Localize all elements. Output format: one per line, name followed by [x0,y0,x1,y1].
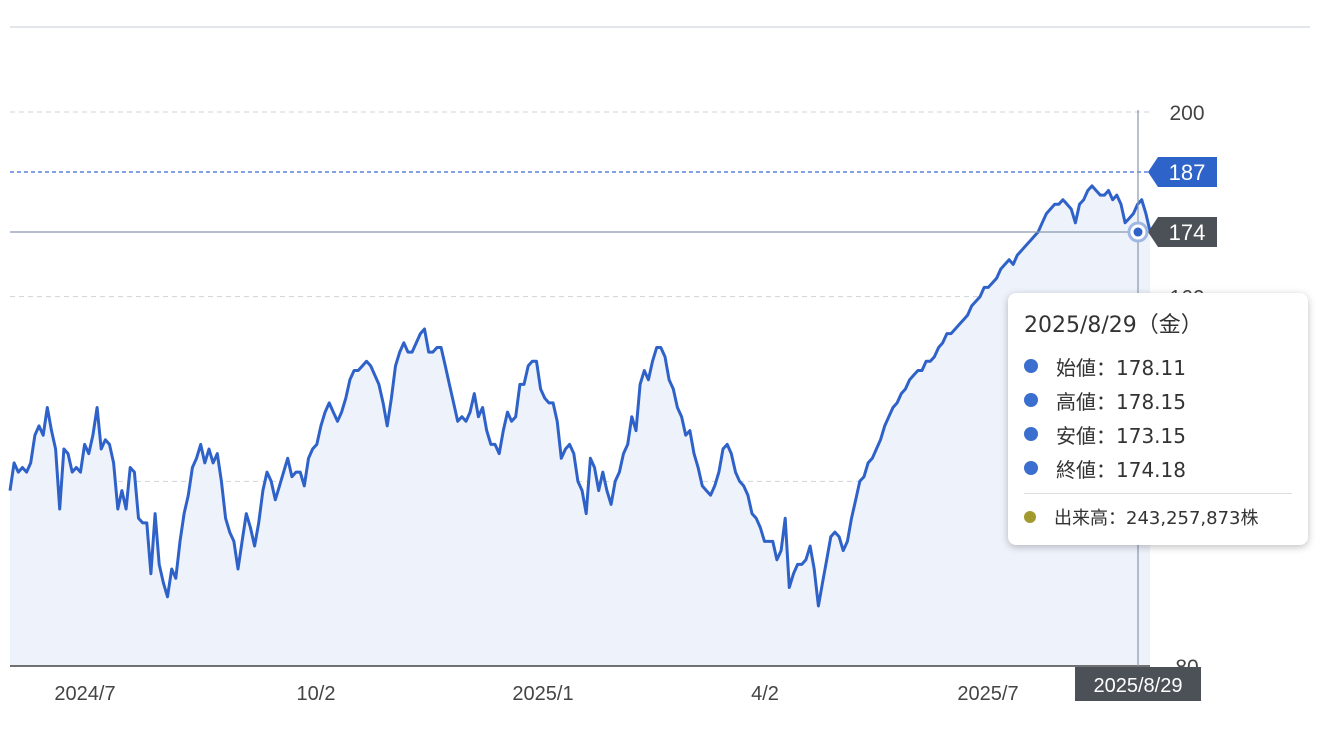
series-dot-icon [1024,427,1038,441]
series-dot-icon [1024,393,1038,407]
current-price-tag: 174 [1148,217,1217,248]
x-tick-label: 10/2 [297,683,336,705]
x-date-label: 2025/8/29 [1094,675,1183,697]
volume-dot-icon [1024,511,1036,523]
y-tick-label: 200 [1169,102,1204,125]
tooltip-date: 2025/8/29（金） [1024,313,1203,338]
series-dot-icon [1024,359,1038,373]
x-axis-ticks: 2024/7 10/2 2025/1 4/2 2025/7 [54,683,1018,705]
price-area-fill [10,185,1150,666]
x-tick-label: 2025/1 [512,683,573,705]
tooltip-volume-row: 出来高：243,257,873株 [1024,500,1292,534]
price-line [8,184,1152,608]
tooltip-close-row: 終値：174.18 [1024,451,1292,485]
tooltip-open-row: 始値：178.11 [1024,349,1292,383]
tooltip-volume: 出来高：243,257,873株 [1054,508,1259,529]
high-price-tag: 187 [1148,157,1217,188]
tooltip-close: 終値：174.18 [1056,457,1186,482]
series-dot-icon [1024,461,1038,475]
high-price-label: 187 [1169,160,1206,185]
tooltip-low: 安値：173.15 [1056,423,1186,448]
x-date-tag: 2025/8/29 [1075,667,1201,701]
tooltip-high-row: 高値：178.15 [1024,383,1292,417]
x-tick-label: 4/2 [751,683,779,705]
current-price-label: 174 [1169,220,1206,245]
x-tick-label: 2025/7 [957,683,1018,705]
crosshair-marker-dot [1133,227,1143,237]
x-tick-label: 2024/7 [54,683,115,705]
ohlc-tooltip: 2025/8/29（金） 始値：178.11 高値：178.15 安値：173.… [1008,293,1308,545]
tooltip-divider [1024,493,1292,494]
tooltip-open: 始値：178.11 [1056,355,1186,380]
tooltip-low-row: 安値：173.15 [1024,417,1292,451]
tooltip-high: 高値：178.15 [1056,389,1186,414]
